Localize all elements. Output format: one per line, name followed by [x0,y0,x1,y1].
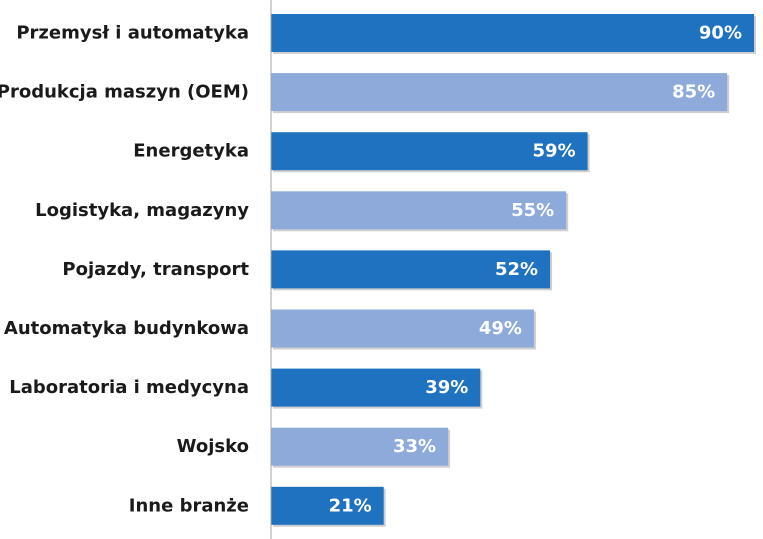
category-label-produkcja-maszyn-oem: Produkcja maszyn (OEM) [0,82,249,103]
bar-przemysl-i-automatyka [271,14,754,52]
category-label-wojsko: Wojsko [177,436,249,457]
value-label-logistyka-magazyny: 55% [511,200,554,221]
category-label-logistyka-magazyny: Logistyka, magazyny [35,200,249,221]
category-label-inne-branze: Inne branże [129,495,249,516]
category-label-automatyka-budynkowa: Automatyka budynkowa [4,318,249,339]
category-label-laboratoria-i-medycyna: Laboratoria i medycyna [9,377,249,398]
bars-layer [271,14,756,527]
bar-inne-branze [271,486,384,525]
category-label-energetyka: Energetyka [133,141,249,162]
category-label-przemysl-i-automatyka: Przemysł i automatyka [16,23,249,44]
value-label-inne-branze: 21% [329,495,372,516]
bar-laboratoria-i-medycyna [271,368,481,407]
bar-logistyka-magazyny [271,191,567,230]
category-labels-layer: Przemysł i automatyka Produkcja maszyn (O… [0,23,249,517]
bar-pojazdy-transport [271,250,551,289]
category-label-pojazdy-transport: Pojazdy, transport [62,259,249,280]
bar-energetyka [271,132,588,171]
bar-automatyka-budynkowa [271,309,534,348]
value-label-automatyka-budynkowa: 49% [479,318,522,339]
value-labels-layer: 90% 85% 59% 55% 52% 49% 39% 33% 21% [329,23,742,517]
bar-produkcja-maszyn-oem [271,73,728,112]
value-label-pojazdy-transport: 52% [495,259,538,280]
value-label-wojsko: 33% [393,436,436,457]
value-label-energetyka: 59% [533,141,576,162]
value-label-produkcja-maszyn-oem: 85% [672,82,715,103]
bar-wojsko [271,427,449,466]
value-label-przemysl-i-automatyka: 90% [699,23,742,44]
value-label-laboratoria-i-medycyna: 39% [425,377,468,398]
